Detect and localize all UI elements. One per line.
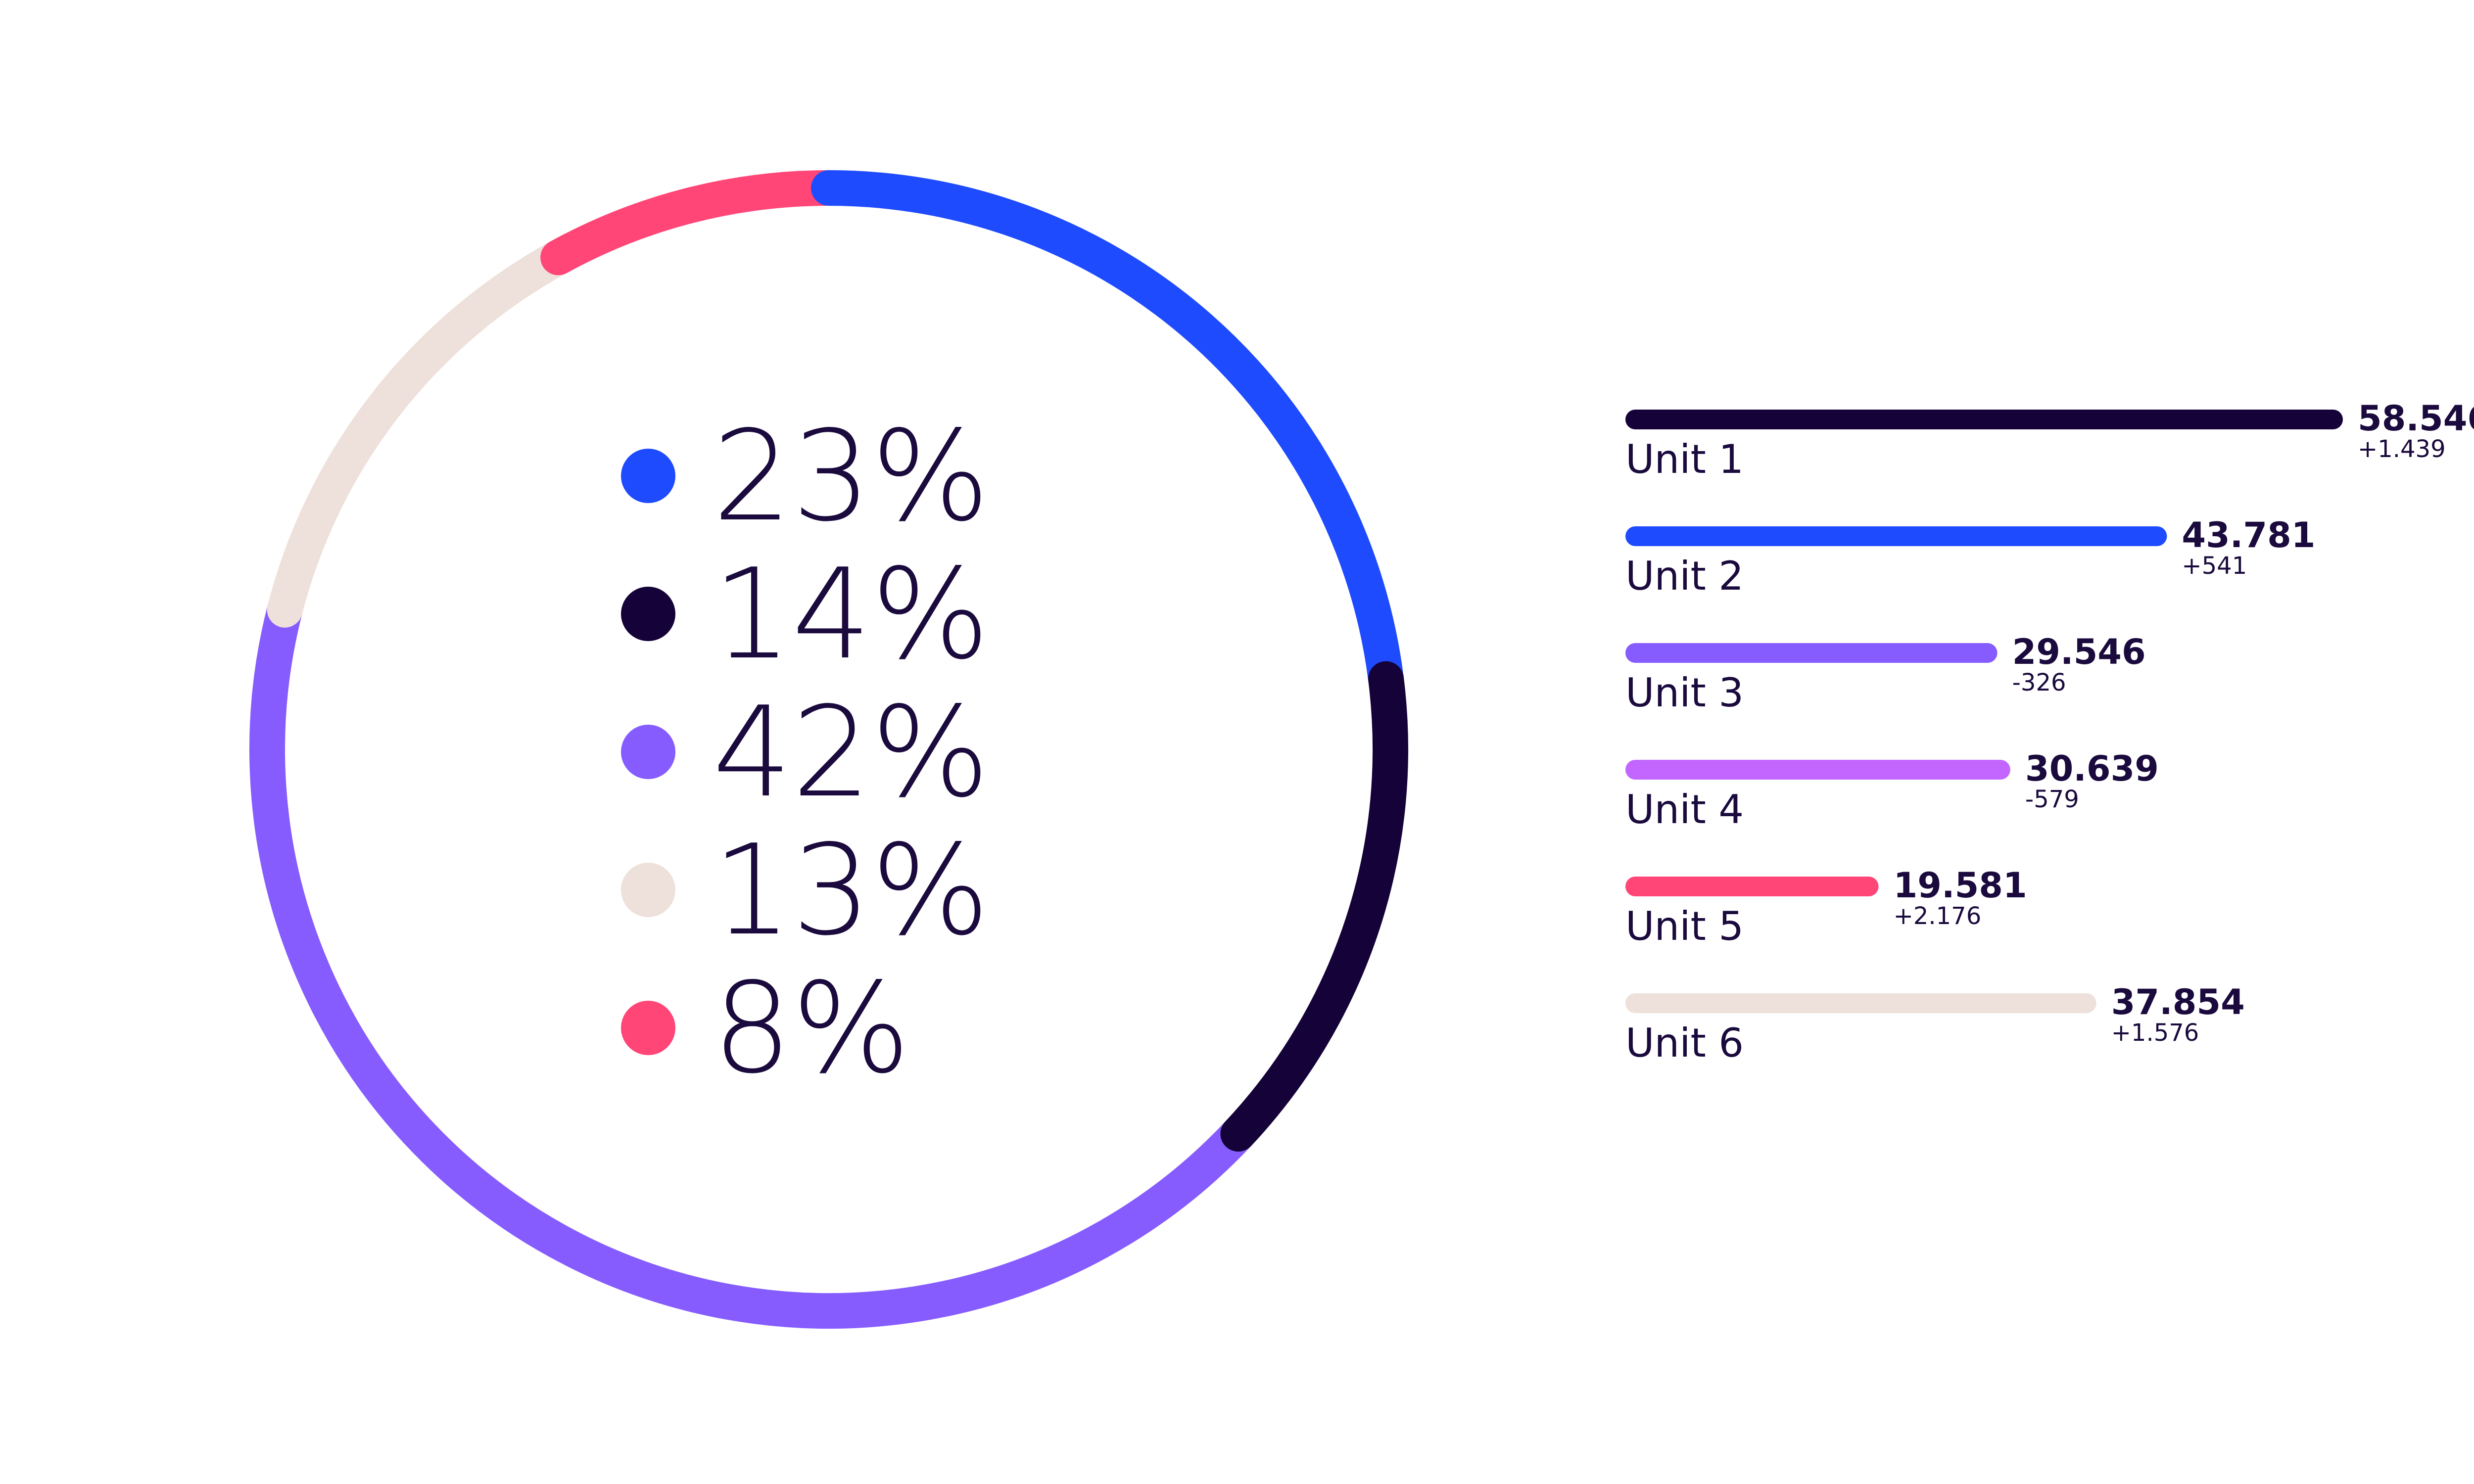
bar-value-label: 37.854 [2111,982,2245,1022]
legend-swatch [621,725,675,779]
donut-slice [267,239,576,628]
bar-value-label: 30.639 [2025,748,2159,789]
bar-value-label: 19.581 [1894,865,2027,906]
bar-category-label: Unit 2 [1625,553,1744,599]
donut-legend: 23%14%42%13%8% [621,404,990,1101]
bar-value-label: 43.781 [2182,515,2315,556]
bar-category-label: Unit 1 [1625,436,1744,482]
bar-category-label: Unit 6 [1625,1020,1744,1066]
legend-percent-label: 13% [713,818,990,963]
bar-value-label: 29.546 [2012,632,2146,672]
bar-chart: Unit 1 58.546+1.439 Unit 2 43.781+541 Unit 3… [1625,398,2474,1066]
bar-value-label: 58.546 [2358,398,2474,439]
donut-slice [540,170,847,276]
legend-swatch [621,587,675,641]
bar-category-label: Unit 4 [1625,787,1744,833]
legend-percent-label: 14% [713,542,990,687]
legend-swatch [621,863,675,917]
bar-change-label: -579 [2025,786,2079,813]
bar-change-label: -326 [2012,669,2066,696]
bar-category-label: Unit 5 [1625,903,1744,949]
donut-slice [811,170,1404,697]
legend-swatch [621,1001,675,1055]
legend-percent-label: 42% [713,680,990,825]
bar-category-label: Unit 3 [1625,670,1744,716]
bar-change-label: +1.439 [2358,435,2446,463]
bar-change-label: +2.176 [1894,902,1982,930]
donut-chart [249,170,1409,1329]
bar-change-label: +1.576 [2111,1019,2199,1047]
donut-slice [1220,661,1409,1152]
bar-change-label: +541 [2182,552,2247,580]
legend-percent-label: 23% [713,404,990,549]
donut-slice [249,592,1256,1329]
legend-percent-label: 8% [713,956,910,1101]
legend-swatch [621,449,675,503]
